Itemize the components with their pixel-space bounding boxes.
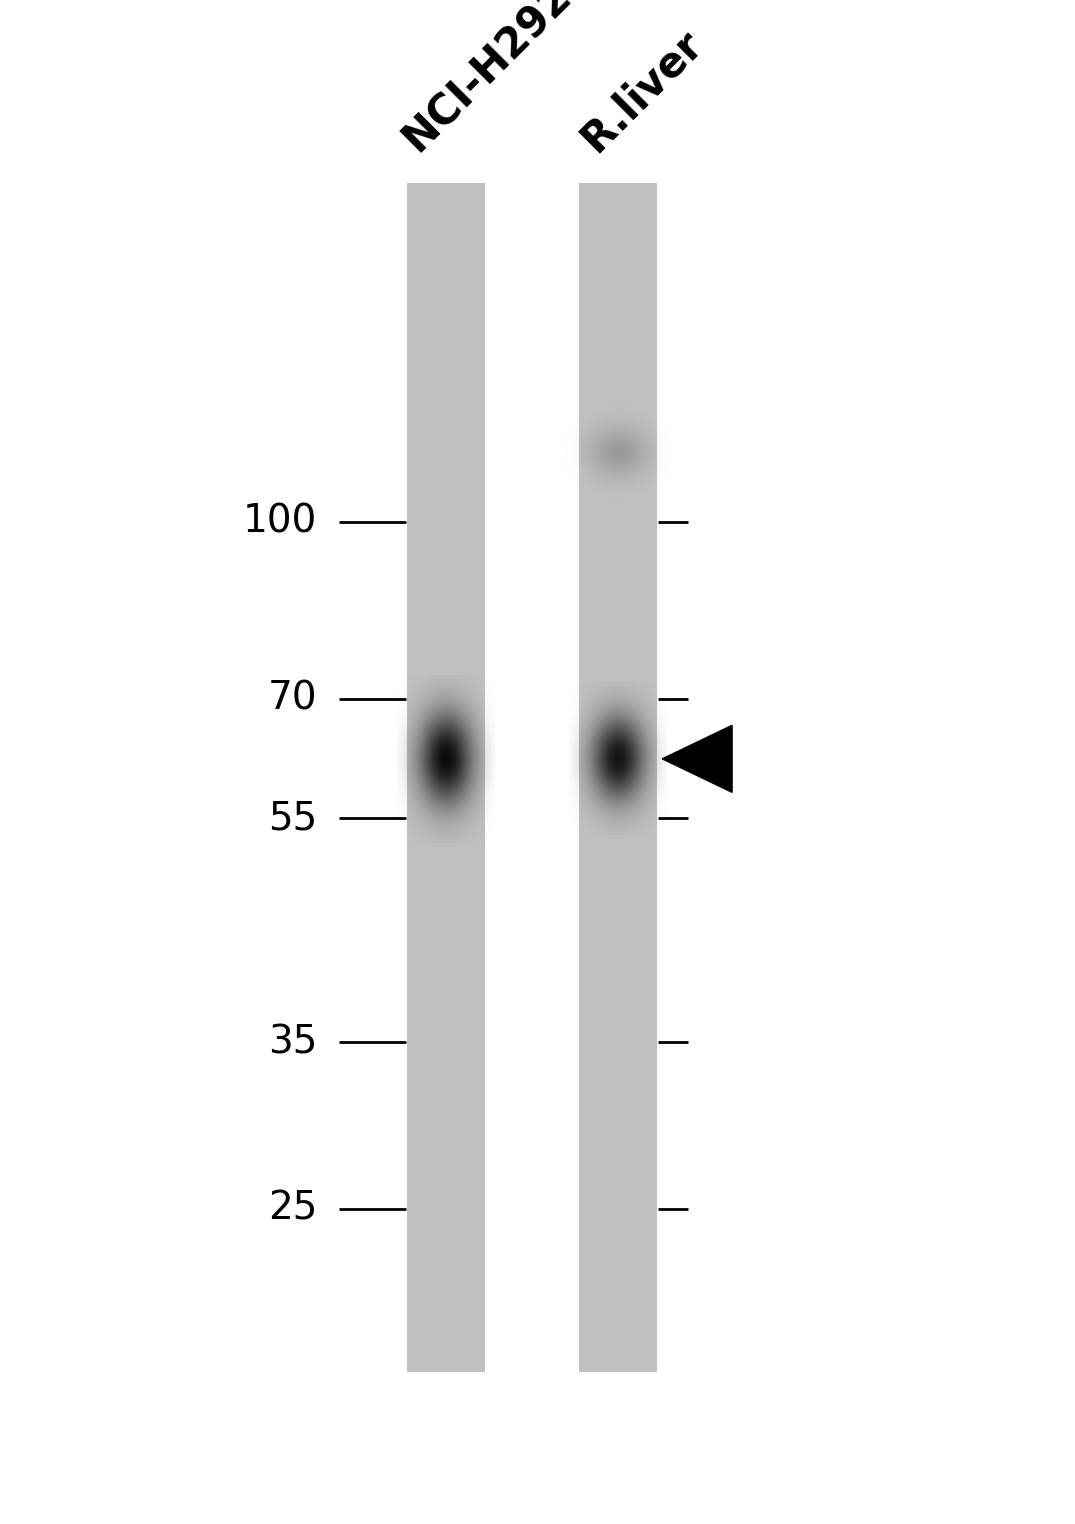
Text: R.liver: R.liver <box>572 21 711 160</box>
Text: 100: 100 <box>243 503 317 541</box>
Polygon shape <box>662 725 732 792</box>
Text: 35: 35 <box>268 1023 317 1061</box>
Text: 25: 25 <box>268 1190 317 1228</box>
Text: 55: 55 <box>268 799 317 837</box>
Text: 70: 70 <box>268 680 317 718</box>
Text: NCI-H292: NCI-H292 <box>395 0 580 160</box>
Bar <box>579 183 657 1372</box>
Bar <box>407 183 485 1372</box>
